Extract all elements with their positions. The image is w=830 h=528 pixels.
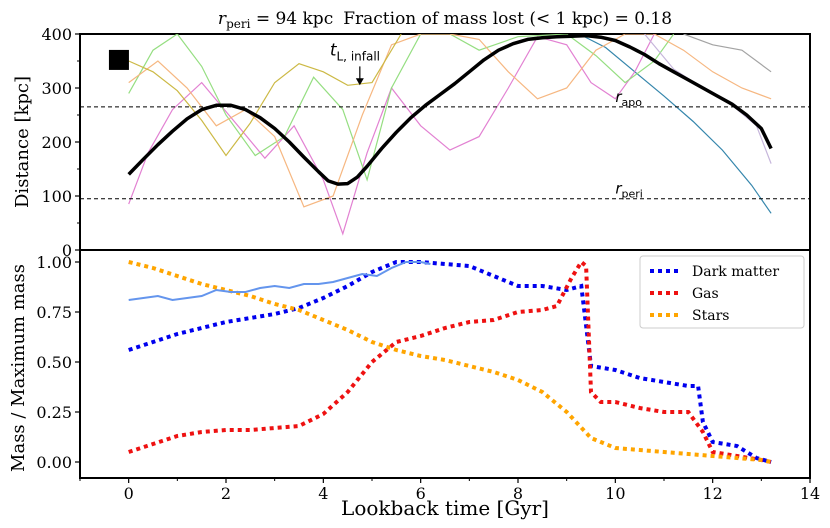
bottom-axes-frame [79, 249, 811, 479]
top-ytick-label: 300 [41, 79, 72, 98]
legend-label-dark-matter: Dark matter [692, 264, 779, 280]
xtick-label: 4 [318, 484, 328, 503]
hline-label-apo: rapo [615, 88, 642, 109]
xtick-label: 12 [702, 484, 722, 503]
infall-annotation-label: tL, infall [330, 41, 380, 64]
orbit-line-satellite-3 [128, 34, 675, 182]
x-axis-label: Lookback time [Gyr] [341, 496, 549, 520]
legend-label-gas: Gas [692, 286, 719, 302]
top-y-axis-label: Distance [kpc] [12, 76, 33, 208]
square-marker [108, 49, 129, 70]
legend-label-stars: Stars [692, 308, 729, 324]
mass-line-baseline-solid [128, 261, 431, 302]
xtick-label: 8 [513, 484, 523, 503]
hline-label-peri: rperi [615, 180, 643, 201]
bottom-ytick-label: 0.00 [36, 453, 72, 472]
hline-label-main-peri: r [615, 180, 622, 198]
bottom-plot-area [128, 258, 772, 464]
bottom-y-ticks: 0.00 0.25 0.50 0.75 1.00 [36, 253, 80, 472]
orbit-line-satellite-7 [683, 34, 772, 73]
title-rperi-symbol: r [218, 9, 227, 29]
hline-label-sub-apo: apo [622, 96, 643, 109]
chart-title: rperi = 94 kpc Fraction of mass lost (< 1… [218, 9, 672, 31]
top-ytick-label: 400 [41, 25, 72, 44]
top-ytick-label: 200 [41, 133, 72, 152]
xtick-label: 14 [800, 484, 820, 503]
legend-box [639, 255, 805, 329]
infall-annotation-main: t [330, 41, 338, 61]
infall-annotation-sub: L, infall [337, 50, 381, 64]
orbit-line-satellite-2 [128, 34, 655, 236]
xtick-label: 6 [416, 484, 426, 503]
title-rest: Fraction of mass lost (< 1 kpc) = 0.18 [343, 9, 672, 29]
orbit-line-satellite-4 [128, 34, 772, 208]
bottom-y-axis-label: Mass / Maximum mass [8, 264, 29, 472]
hline-label-main-apo: r [615, 88, 622, 106]
x-ticks: 0 2 4 6 8 10 12 14 [79, 478, 820, 503]
bottom-ytick-label: 0.75 [36, 303, 72, 322]
xtick-label: 10 [605, 484, 625, 503]
top-ytick-label: 0 [62, 241, 72, 260]
orbit-line-host [127, 34, 773, 186]
title-rperi-sub: peri [226, 17, 251, 31]
bottom-ytick-label: 0.50 [36, 353, 72, 372]
hline-label-sub-peri: peri [622, 188, 643, 201]
xtick-label: 0 [124, 484, 134, 503]
xtick-label: 2 [221, 484, 231, 503]
top-plot-area [80, 34, 810, 236]
mass-line-gas [128, 258, 772, 464]
bottom-ytick-label: 1.00 [36, 253, 72, 272]
orbit-line-satellite-1 [581, 34, 772, 214]
legend: Dark matter Gas Stars [639, 255, 805, 329]
bottom-ytick-label: 0.25 [36, 403, 72, 422]
orbit-line-satellite-6 [644, 34, 772, 164]
orbit-line-satellite-5 [128, 34, 402, 157]
top-axes-frame [79, 33, 811, 251]
top-ytick-label: 100 [41, 187, 72, 206]
top-y-ticks: 0 100 200 300 400 [41, 25, 80, 260]
bottom-panel: 0.00 0.25 0.50 0.75 1.00 0 2 4 6 8 10 12 14 Mass / … [8, 249, 820, 520]
infall-arrow-head [355, 78, 364, 86]
title-rperi-value: = 94 kpc [250, 9, 333, 29]
